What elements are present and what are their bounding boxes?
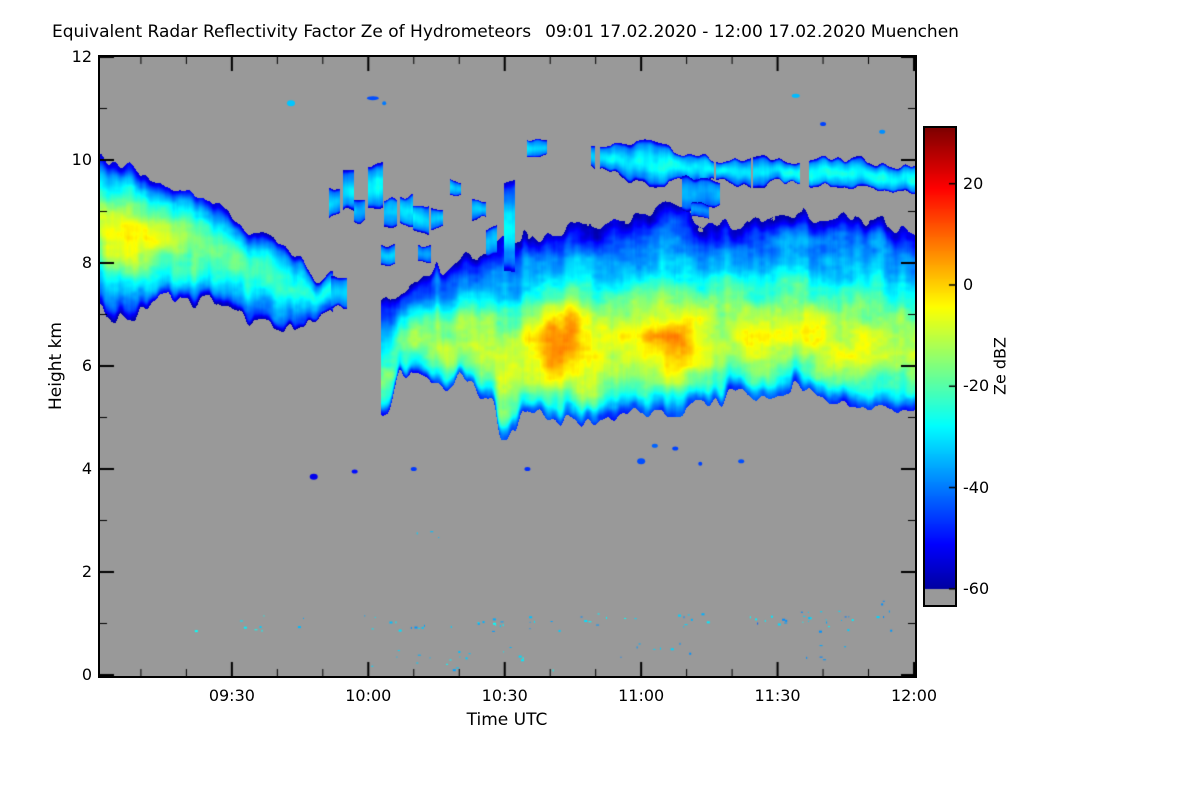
colorbar-label: Ze dBZ bbox=[990, 337, 1010, 395]
colorbar-tick-label: -60 bbox=[963, 578, 990, 598]
y-tick-label: 10 bbox=[71, 150, 92, 169]
chart-title: Equivalent Radar Reflectivity Factor Ze … bbox=[52, 22, 959, 42]
y-tick-label: 8 bbox=[81, 253, 92, 272]
colorbar-tick-label: -40 bbox=[963, 477, 990, 497]
x-axis-label: Time UTC bbox=[466, 710, 548, 730]
x-tick-label: 10:30 bbox=[481, 686, 528, 705]
x-tick-label: 11:30 bbox=[754, 686, 801, 705]
colorbar-tick-label: 0 bbox=[963, 274, 974, 294]
chart-title-main: Equivalent Radar Reflectivity Factor Ze … bbox=[52, 22, 532, 42]
y-tick-label: 4 bbox=[81, 459, 92, 478]
colorbar-canvas bbox=[925, 128, 955, 605]
x-tick-label: 09:30 bbox=[208, 686, 255, 705]
chart-title-range: 09:01 17.02.2020 - 12:00 17.02.2020 Muen… bbox=[545, 22, 959, 42]
colorbar-tick-label: -20 bbox=[963, 376, 990, 396]
colorbar-tick-label: 20 bbox=[963, 173, 984, 193]
y-tick-label: 0 bbox=[81, 665, 92, 684]
x-tick-label: 12:00 bbox=[890, 686, 938, 705]
colorbar-frame bbox=[923, 126, 957, 607]
x-tick-label: 10:00 bbox=[345, 686, 392, 705]
y-tick-label: 6 bbox=[81, 356, 92, 375]
plot-frame bbox=[98, 55, 917, 678]
y-tick-label: 2 bbox=[81, 562, 92, 581]
y-tick-label: 12 bbox=[71, 47, 92, 66]
x-tick-label: 11:00 bbox=[618, 686, 665, 705]
radar-heatmap-canvas bbox=[100, 57, 915, 676]
